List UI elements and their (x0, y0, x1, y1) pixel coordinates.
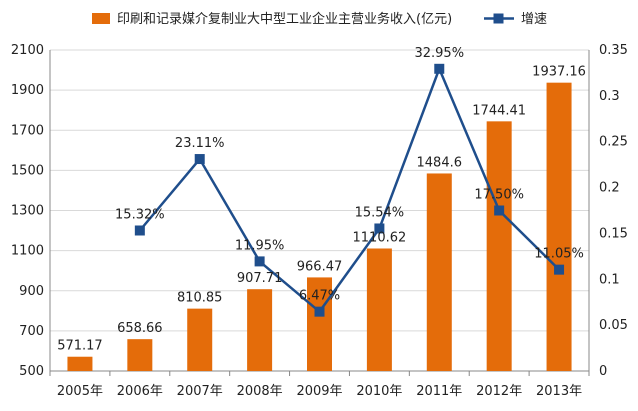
growth-marker (134, 225, 145, 236)
y-right-tick-label: 0 (599, 364, 607, 379)
bar (67, 356, 93, 371)
y-left-tick-label: 1300 (11, 204, 44, 219)
y-left-tick-label: 1100 (11, 244, 44, 259)
bar (187, 308, 213, 371)
growth-marker (254, 256, 265, 267)
bar-value-label: 658.66 (117, 321, 163, 336)
bar (307, 277, 332, 371)
legend-line-marker (493, 13, 504, 24)
growth-marker (314, 306, 325, 317)
bar-value-label: 966.47 (297, 259, 343, 274)
y-left-tick-label: 1500 (11, 163, 44, 178)
legend: 印刷和记录媒介复制业大中型工业企业主营业务收入(亿元) 增速 (92, 11, 547, 27)
growth-value-label: 11.95% (235, 238, 285, 253)
x-tick-label: 2012年 (476, 384, 522, 399)
y-left-tick-label: 1700 (11, 123, 44, 138)
y-left-tick-label: 700 (19, 324, 44, 339)
bar (247, 289, 273, 371)
y-left-tick-label: 500 (19, 364, 44, 379)
bar-value-label: 1937.16 (532, 65, 586, 80)
x-tick-label: 2008年 (237, 384, 283, 399)
y-right-tick-label: 0.2 (599, 181, 620, 196)
x-tick-label: 2007年 (177, 384, 223, 399)
x-tick-label: 2010年 (356, 384, 402, 399)
y-right-tick-label: 0.25 (599, 135, 628, 150)
growth-value-label: 6.47% (299, 289, 340, 304)
y-left-tick-label: 2100 (11, 43, 44, 58)
y-left-tick-label: 1900 (11, 83, 44, 98)
x-tick-label: 2005年 (57, 384, 103, 399)
growth-marker (194, 154, 205, 165)
legend-bar-swatch (92, 13, 110, 24)
growth-value-label: 17.50% (474, 188, 524, 203)
growth-value-label: 11.05% (534, 247, 584, 262)
growth-marker (554, 264, 565, 275)
bar-value-label: 1484.6 (417, 155, 463, 170)
x-tick-label: 2011年 (416, 384, 462, 399)
legend-bar-label: 印刷和记录媒介复制业大中型工业企业主营业务收入(亿元) (117, 11, 452, 27)
bar (426, 173, 452, 371)
growth-marker (434, 63, 445, 74)
growth-value-label: 32.95% (414, 46, 464, 61)
y-right-tick-label: 0.3 (599, 89, 620, 104)
growth-marker (494, 205, 505, 216)
legend-line-label: 增速 (521, 12, 547, 27)
bar-value-label: 1110.62 (353, 230, 407, 245)
x-tick-label: 2013年 (536, 384, 582, 399)
y-right-tick-label: 0.1 (599, 272, 620, 287)
y-right-tick-label: 0.35 (599, 43, 628, 58)
bar-value-label: 810.85 (177, 291, 223, 306)
bar (546, 82, 572, 372)
y-right-tick-label: 0.15 (599, 226, 628, 241)
bar (366, 248, 392, 371)
y-left-tick-label: 900 (19, 284, 44, 299)
bar (127, 339, 153, 371)
growth-value-label: 15.54% (355, 205, 405, 220)
bar (486, 121, 512, 371)
bar-value-label: 1744.41 (472, 103, 526, 118)
growth-value-label: 23.11% (175, 136, 225, 151)
bar-value-label: 907.71 (237, 271, 283, 286)
x-tick-label: 2006年 (117, 384, 163, 399)
growth-value-label: 15.32% (115, 207, 165, 222)
growth-marker (374, 223, 385, 234)
growth-line (138, 65, 560, 314)
x-tick-label: 2009年 (296, 384, 342, 399)
bar-value-label: 571.17 (57, 339, 103, 354)
y-right-tick-label: 0.05 (599, 318, 628, 333)
